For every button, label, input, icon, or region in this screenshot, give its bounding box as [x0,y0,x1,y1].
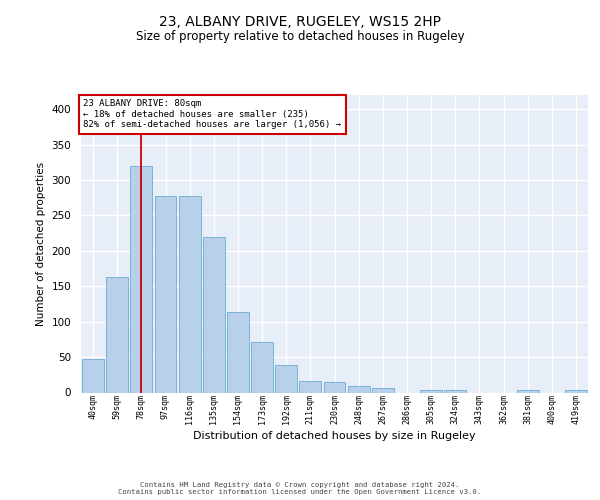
Bar [372,388,394,392]
Bar [106,277,128,392]
Bar [565,390,587,392]
Bar [323,382,346,392]
Bar [227,312,249,392]
Text: Contains HM Land Registry data © Crown copyright and database right 2024.
Contai: Contains HM Land Registry data © Crown c… [118,482,482,495]
Y-axis label: Number of detached properties: Number of detached properties [36,162,46,326]
Bar [420,390,442,392]
Bar [299,381,321,392]
Bar [348,386,370,392]
Text: 23 ALBANY DRIVE: 80sqm
← 18% of detached houses are smaller (235)
82% of semi-de: 23 ALBANY DRIVE: 80sqm ← 18% of detached… [83,100,341,129]
Bar [82,359,104,392]
Bar [445,390,466,392]
Text: 23, ALBANY DRIVE, RUGELEY, WS15 2HP: 23, ALBANY DRIVE, RUGELEY, WS15 2HP [159,15,441,29]
Bar [251,342,273,392]
Bar [130,166,152,392]
Bar [203,236,224,392]
Bar [155,196,176,392]
Bar [275,365,297,392]
Bar [517,390,539,392]
Bar [179,196,200,392]
Text: Size of property relative to detached houses in Rugeley: Size of property relative to detached ho… [136,30,464,43]
X-axis label: Distribution of detached houses by size in Rugeley: Distribution of detached houses by size … [193,431,476,441]
